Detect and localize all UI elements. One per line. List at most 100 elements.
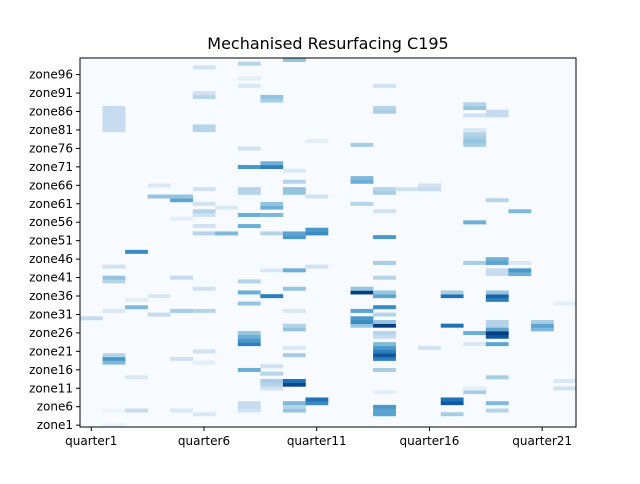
heatmap-cell — [80, 316, 103, 321]
heatmap-cell — [350, 316, 374, 321]
heatmap-cell — [373, 109, 396, 114]
heatmap-cell — [170, 198, 194, 203]
heatmap-cell — [463, 102, 487, 107]
heatmap-cell — [485, 327, 509, 332]
heatmap-cell — [170, 408, 194, 413]
heatmap-cell — [282, 187, 306, 192]
heatmap-cell — [508, 209, 532, 214]
heatmap-cell — [237, 331, 261, 336]
x-tick-label: quarter1 — [65, 434, 117, 448]
heatmap-cell — [282, 408, 306, 413]
heatmap-cell — [485, 331, 509, 336]
heatmap-cell — [102, 120, 126, 125]
heatmap-cell — [418, 345, 442, 350]
chart-title: Mechanised Resurfacing C195 — [207, 34, 448, 53]
heatmap-cell — [237, 404, 261, 409]
heatmap-cell — [485, 319, 509, 324]
heatmap-cell — [260, 231, 284, 236]
heatmap-cell — [237, 146, 261, 151]
heatmap-cell — [260, 98, 284, 103]
heatmap-cell — [305, 227, 329, 232]
heatmap-cell — [282, 404, 306, 409]
y-tick-label: zone66 — [29, 178, 73, 192]
heatmap-cell — [237, 408, 261, 413]
heatmap-cell — [463, 131, 487, 136]
heatmap-cell — [373, 345, 396, 350]
y-tick-label: zone96 — [29, 68, 73, 82]
heatmap-cell — [237, 301, 261, 306]
heatmap-cell — [373, 367, 396, 372]
y-tick-label: zone61 — [29, 197, 73, 211]
heatmap-cell — [373, 290, 396, 295]
heatmap-cell — [192, 65, 216, 70]
heatmap-cell — [463, 113, 487, 118]
heatmap-cell — [260, 382, 284, 387]
heatmap-cell — [260, 379, 284, 384]
heatmap-cell — [485, 342, 509, 347]
heatmap-cell — [553, 386, 577, 391]
heatmap-cell — [260, 161, 284, 166]
heatmap-cell — [373, 353, 396, 358]
y-tick-label: zone31 — [29, 307, 73, 321]
heatmap-cell — [170, 275, 194, 280]
heatmap-cell — [237, 212, 261, 217]
heatmap-cell — [125, 408, 148, 413]
heatmap-cell — [350, 179, 374, 184]
heatmap-cell — [485, 375, 509, 380]
heatmap-cell — [485, 257, 509, 262]
heatmap-cell — [485, 268, 509, 273]
heatmap-cell — [260, 268, 284, 273]
heatmap-cell — [102, 109, 126, 114]
x-tick-label: quarter21 — [512, 434, 572, 448]
y-tick-label: zone91 — [29, 86, 73, 100]
heatmap-cell — [147, 312, 171, 317]
heatmap-cell — [530, 319, 554, 324]
y-tick-label: zone16 — [29, 363, 73, 377]
heatmap-cell — [373, 83, 396, 88]
heatmap-cell — [282, 168, 306, 173]
heatmap-cell — [260, 165, 284, 169]
heatmap-cell — [485, 408, 509, 413]
heatmap-cell — [282, 379, 306, 384]
heatmap-cell — [147, 194, 171, 199]
heatmap-cell — [192, 412, 216, 417]
heatmap-cell — [440, 294, 464, 299]
heatmap-cell — [170, 194, 194, 199]
heatmap-cell — [125, 297, 148, 302]
heatmap-cell — [395, 187, 419, 192]
heatmap-cell — [102, 308, 126, 313]
heatmap-cell — [508, 268, 532, 273]
heatmap-cell — [485, 290, 509, 295]
heatmap-cell — [102, 423, 126, 428]
heatmap-cell — [418, 183, 442, 188]
heatmap-cell — [237, 367, 261, 372]
heatmap-cell — [282, 231, 306, 236]
heatmap-cell — [237, 401, 261, 406]
heatmap-cell — [508, 272, 532, 277]
heatmap-cell — [237, 334, 261, 339]
heatmap-cell — [350, 308, 374, 313]
heatmap-cell — [102, 353, 126, 358]
heatmap-cell — [282, 190, 306, 195]
heatmap-cell — [373, 404, 396, 409]
heatmap-cell — [440, 290, 464, 295]
heatmap-cell — [237, 342, 261, 347]
heatmap-cell — [192, 209, 216, 214]
heatmap-cell — [463, 390, 487, 395]
heatmap-cell — [192, 91, 216, 96]
heatmap-cell — [282, 179, 306, 184]
heatmap-cell — [485, 113, 509, 118]
y-tick-label: zone81 — [29, 123, 73, 137]
heatmap-cell — [373, 319, 396, 324]
y-tick-label: zone56 — [29, 215, 73, 229]
heatmap-cell — [553, 301, 577, 306]
heatmap-cell — [350, 176, 374, 181]
heatmap-cell — [237, 290, 261, 295]
y-tick-label: zone86 — [29, 105, 73, 119]
heatmap-cell — [125, 375, 148, 380]
heatmap-cell — [102, 360, 126, 365]
heatmap-cell — [463, 386, 487, 391]
y-tick-label: zone6 — [37, 400, 73, 414]
heatmap-cell — [192, 231, 216, 236]
